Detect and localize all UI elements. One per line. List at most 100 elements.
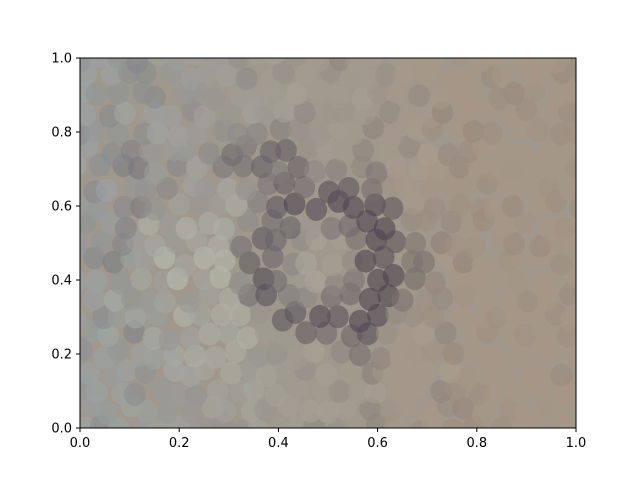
scatter-point: [230, 84, 253, 108]
scatter-point: [230, 235, 253, 259]
scatter-point: [215, 64, 238, 88]
scatter-point: [328, 58, 351, 71]
scatter-point: [184, 58, 206, 66]
scatter-point: [321, 253, 344, 277]
scatter-point: [349, 343, 371, 367]
scatter-point: [254, 320, 277, 344]
y-axis: 0.0 0.2 0.4 0.6 0.8 1.0: [51, 52, 80, 437]
scatter-point: [247, 418, 269, 428]
scatter-point: [373, 217, 396, 241]
scatter-point: [134, 178, 157, 202]
scatter-point: [204, 345, 227, 369]
scatter-point: [575, 109, 576, 119]
scatter-point: [106, 122, 129, 146]
scatter-point: [80, 309, 87, 331]
scatter-point: [339, 66, 362, 90]
scatter-point: [194, 177, 217, 201]
scatter-point: [136, 290, 159, 314]
scatter-point: [80, 154, 87, 176]
scatter-point: [144, 234, 166, 258]
scatter-point: [553, 216, 576, 240]
scatter-point: [309, 304, 331, 328]
scatter-point: [247, 83, 270, 107]
scatter-point: [387, 378, 409, 402]
scatter-point: [450, 304, 473, 328]
scatter-point: [574, 177, 576, 190]
y-tick-label: 0.2: [51, 348, 72, 363]
scatter-point: [246, 58, 267, 66]
scatter-point: [422, 339, 445, 363]
scatter-point: [485, 306, 508, 330]
scatter-point: [157, 213, 180, 237]
scatter-point: [294, 63, 317, 87]
scatter-point: [320, 216, 343, 240]
x-axis: 0.0 0.2 0.4 0.6 0.8 1.0: [70, 428, 587, 451]
scatter-point: [307, 58, 330, 72]
scatter-point: [288, 118, 311, 142]
scatter-point: [404, 232, 427, 255]
scatter-point: [550, 253, 573, 277]
scatter-point: [462, 87, 485, 111]
scatter-point: [376, 321, 398, 345]
scatter-point: [501, 195, 524, 218]
scatter-point: [185, 122, 208, 146]
x-tick-label: 1.0: [566, 436, 587, 451]
x-tick-label: 0.8: [466, 436, 487, 451]
scatter-point: [362, 58, 384, 68]
scatter-point: [85, 269, 108, 293]
scatter-point: [484, 58, 507, 68]
scatter-point: [295, 252, 317, 275]
scatter-point: [102, 250, 125, 274]
scatter-point: [308, 123, 331, 147]
scatter-point: [109, 271, 132, 295]
scatter-point: [167, 124, 190, 148]
scatter-point: [517, 289, 539, 313]
scatter-point: [342, 122, 365, 146]
scatter-point: [263, 58, 284, 65]
scatter-point: [515, 98, 538, 122]
scatter-point: [203, 87, 225, 111]
scatter-point: [295, 321, 317, 345]
scatter-point: [90, 229, 113, 253]
scatter-point: [348, 381, 370, 405]
scatter-point: [327, 85, 350, 109]
scatter-point: [523, 58, 545, 74]
scatter-point: [470, 306, 492, 330]
scatter-point: [542, 156, 565, 180]
scatter-point: [266, 195, 288, 219]
scatter-point: [382, 264, 405, 287]
scatter-point: [506, 271, 528, 295]
scatter-point: [249, 300, 272, 324]
scatter-point: [96, 401, 119, 425]
scatter-point: [130, 267, 153, 291]
scatter-point: [283, 192, 306, 216]
scatter-point: [293, 101, 316, 124]
scatter-point: [498, 324, 521, 348]
scatter-point: [398, 135, 421, 159]
scatter-point: [491, 63, 514, 87]
scatter-point: [114, 101, 136, 125]
scatter-point: [206, 379, 229, 403]
scatter-point: [565, 121, 576, 144]
scatter-point: [463, 235, 486, 259]
x-tick-label: 0.6: [367, 436, 388, 451]
scatter-point: [559, 283, 576, 306]
scatter-point: [501, 159, 523, 182]
scatter-point: [178, 290, 201, 314]
scatter-point: [175, 216, 198, 240]
scatter-point: [503, 232, 526, 256]
scatter-point: [229, 303, 252, 327]
scatter-point: [80, 270, 87, 292]
scatter-point: [115, 216, 137, 240]
scatter-point: [415, 288, 438, 312]
scatter-point: [438, 66, 460, 90]
scatter-point: [440, 210, 463, 234]
scatter-point: [142, 326, 165, 350]
scatter-point: [124, 305, 147, 329]
scatter-point: [570, 326, 576, 347]
scatter-point: [217, 102, 240, 126]
scatter-point: [325, 158, 348, 182]
scatter-point: [558, 177, 576, 201]
scatter-point: [364, 380, 387, 404]
